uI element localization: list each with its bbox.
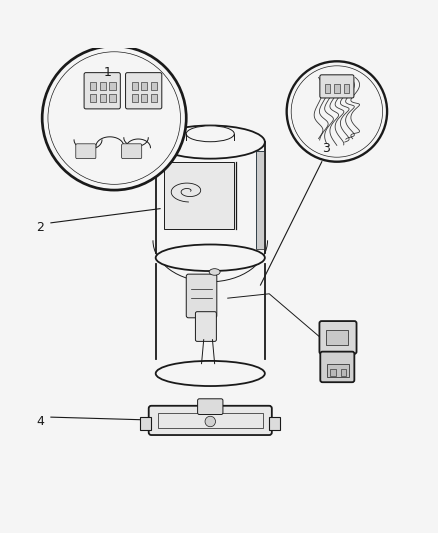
Bar — [141, 94, 148, 102]
Bar — [256, 151, 264, 249]
Bar — [151, 82, 157, 90]
Circle shape — [42, 46, 186, 190]
Bar — [256, 151, 264, 249]
FancyBboxPatch shape — [76, 144, 96, 159]
Bar — [326, 330, 348, 345]
Ellipse shape — [155, 125, 265, 159]
Circle shape — [205, 416, 215, 427]
FancyBboxPatch shape — [126, 72, 162, 109]
Ellipse shape — [209, 269, 220, 275]
Bar — [334, 84, 339, 93]
Bar — [341, 369, 346, 376]
FancyBboxPatch shape — [195, 312, 216, 341]
Text: 4: 4 — [36, 415, 44, 428]
Bar — [90, 94, 96, 102]
Bar — [158, 413, 263, 428]
Circle shape — [287, 61, 387, 161]
Bar — [151, 94, 157, 102]
Ellipse shape — [155, 361, 265, 386]
Bar — [90, 82, 96, 90]
Text: 2: 2 — [36, 221, 44, 233]
Bar — [327, 364, 349, 377]
FancyBboxPatch shape — [320, 352, 354, 382]
FancyBboxPatch shape — [186, 274, 217, 318]
Bar — [141, 82, 148, 90]
Bar — [100, 94, 106, 102]
Bar — [132, 82, 138, 90]
FancyBboxPatch shape — [198, 399, 223, 415]
Bar — [110, 94, 116, 102]
Bar — [132, 94, 138, 102]
Bar — [164, 161, 234, 229]
Bar — [100, 82, 106, 90]
Bar — [110, 82, 116, 90]
FancyBboxPatch shape — [122, 144, 142, 159]
Ellipse shape — [186, 126, 234, 142]
Text: 1: 1 — [104, 66, 112, 79]
FancyBboxPatch shape — [84, 72, 120, 109]
Bar — [330, 369, 336, 376]
FancyBboxPatch shape — [149, 406, 272, 435]
FancyBboxPatch shape — [319, 321, 357, 354]
Text: 3: 3 — [322, 142, 330, 155]
Ellipse shape — [155, 245, 265, 271]
Bar — [269, 417, 280, 430]
FancyBboxPatch shape — [320, 75, 354, 98]
Bar — [325, 84, 330, 93]
Bar — [344, 84, 349, 93]
Bar — [141, 417, 151, 430]
